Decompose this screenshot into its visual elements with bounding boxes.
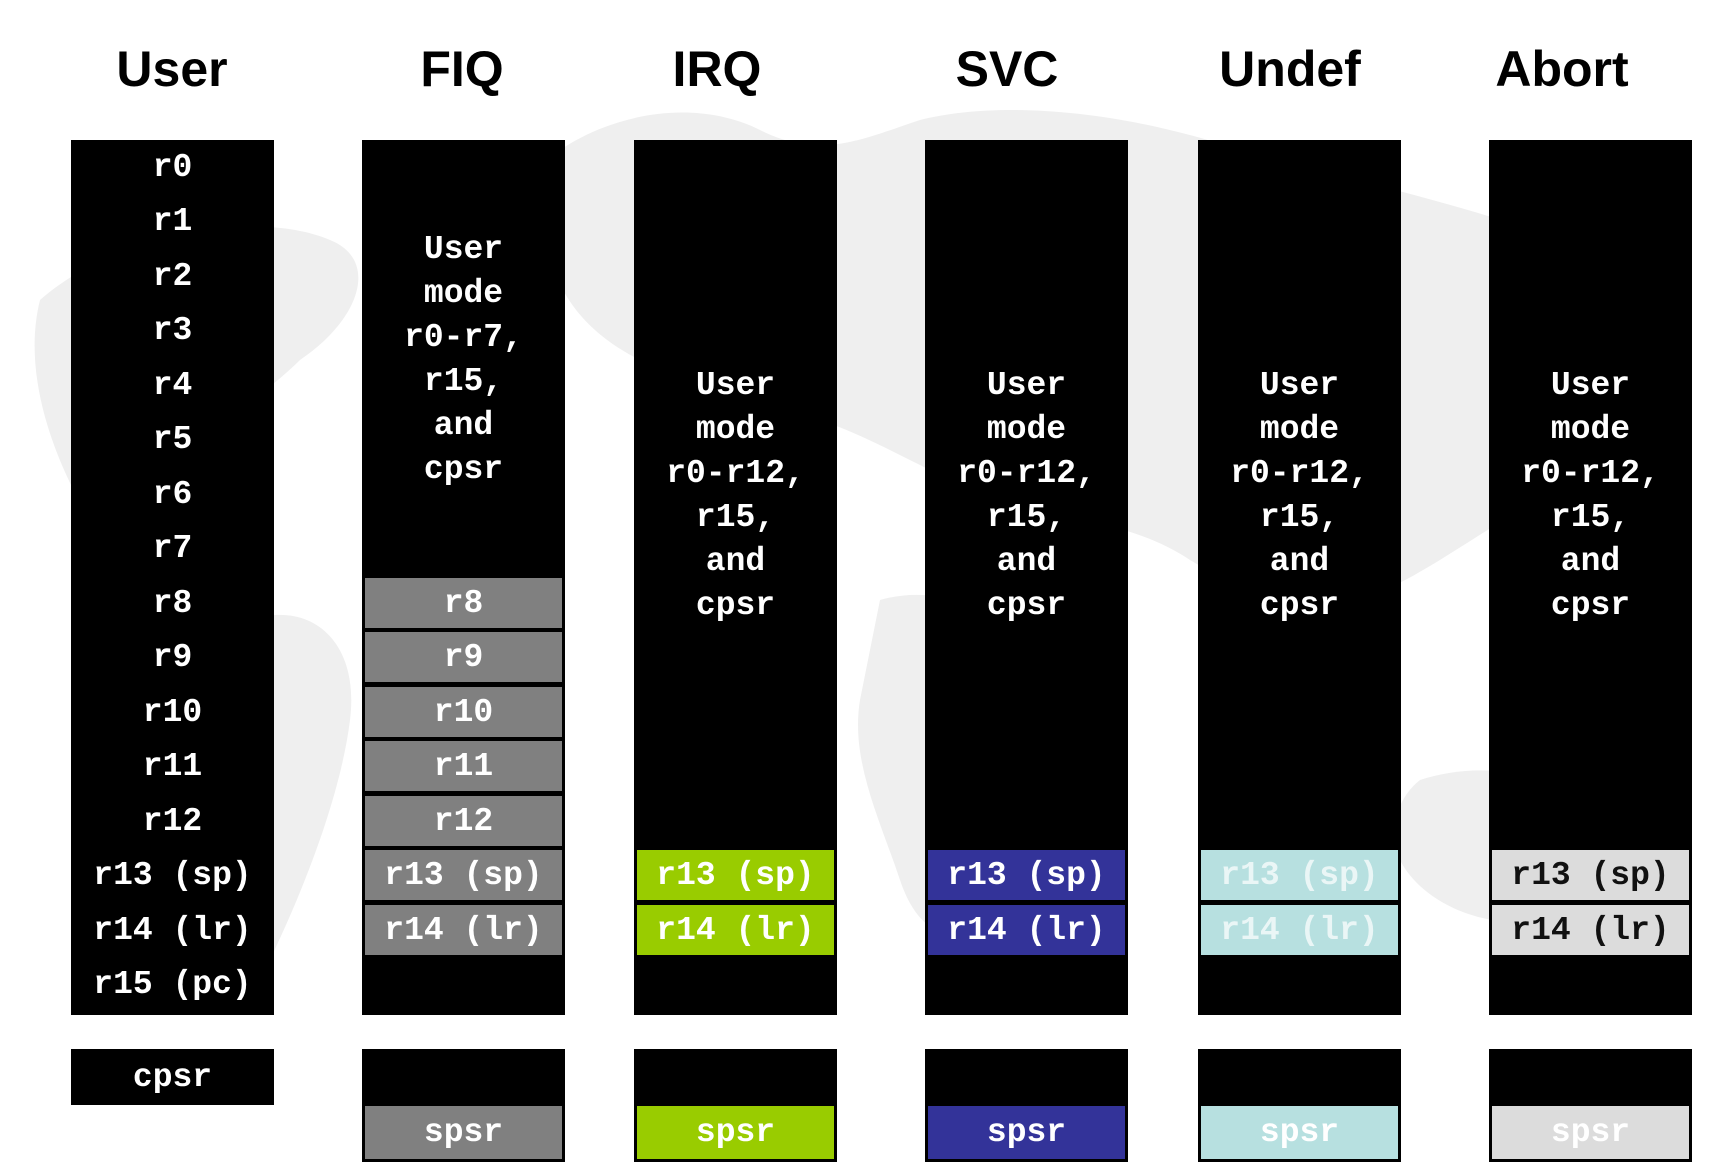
spsr-label: spsr — [637, 1106, 834, 1159]
banked-register-cell: r13 (sp) — [1492, 850, 1689, 900]
register-cell: r8 — [152, 584, 193, 622]
register-cell: r5 — [152, 420, 193, 458]
spsr-label: spsr — [928, 1106, 1125, 1159]
abort-status-register: spsr — [1489, 1049, 1692, 1162]
mode-title-user: User — [116, 41, 228, 97]
banked-register-cell: r14 (lr) — [1492, 905, 1689, 955]
svc-status-register: spsr — [925, 1049, 1128, 1162]
banked-register-cell: r10 — [365, 687, 562, 737]
irq-register-column: User mode r0-r12, r15, and cpsr r13 (sp)… — [634, 140, 837, 1015]
banked-register-cell: r13 (sp) — [365, 850, 562, 900]
spsr-label: spsr — [365, 1106, 562, 1159]
mode-title-svc: SVC — [955, 41, 1059, 97]
mode-title-irq: IRQ — [672, 41, 762, 97]
register-cell: r3 — [152, 311, 193, 349]
register-cell: r6 — [152, 475, 193, 513]
banked-register-cell: r13 (sp) — [1201, 850, 1398, 900]
abort-register-column: User mode r0-r12, r15, and cpsr r13 (sp)… — [1489, 140, 1692, 1015]
register-cell: r9 — [152, 638, 193, 676]
user-status-register: cpsr — [71, 1049, 274, 1105]
banked-register-cell: r14 (lr) — [637, 905, 834, 955]
undef-status-register: spsr — [1198, 1049, 1401, 1162]
banked-register-cell: r14 (lr) — [365, 905, 562, 955]
fiq-status-register: spsr — [362, 1049, 565, 1162]
register-cell: r2 — [152, 257, 193, 295]
spsr-label: spsr — [1201, 1106, 1398, 1159]
mode-title-fiq: FIQ — [420, 41, 504, 97]
cpsr-label: cpsr — [132, 1058, 213, 1096]
banked-register-cell: r12 — [365, 796, 562, 846]
banked-register-cell: r14 (lr) — [1201, 905, 1398, 955]
register-cell: r0 — [152, 148, 193, 186]
register-cell: r13 (sp) — [93, 856, 252, 894]
register-cell: r1 — [152, 202, 193, 240]
register-cell: r10 — [142, 693, 203, 731]
banked-register-cell: r13 (sp) — [637, 850, 834, 900]
svc-register-column: User mode r0-r12, r15, and cpsr r13 (sp)… — [925, 140, 1128, 1015]
mode-title-abort: Abort — [1495, 41, 1629, 97]
register-cell: r14 (lr) — [93, 911, 252, 949]
register-cell: r15 (pc) — [93, 965, 252, 1003]
fiq-register-column: User mode r0-r7, r15, and cpsr r8 r9 r10… — [362, 140, 565, 1015]
spsr-label: spsr — [1492, 1106, 1689, 1159]
register-cell: r12 — [142, 802, 203, 840]
fiq-shared-registers-text: User mode r0-r7, r15, and cpsr — [404, 231, 523, 488]
irq-shared-registers-text: User mode r0-r12, r15, and cpsr — [666, 367, 805, 624]
banked-register-cell: r14 (lr) — [928, 905, 1125, 955]
banked-register-cell: r9 — [365, 632, 562, 682]
banked-register-cell: r8 — [365, 578, 562, 628]
undef-shared-registers-text: User mode r0-r12, r15, and cpsr — [1230, 367, 1369, 624]
mode-title-undef: Undef — [1219, 41, 1361, 97]
register-cell: r11 — [142, 747, 203, 785]
user-register-column: r0 r1 r2 r3 r4 r5 r6 r7 r8 r9 r10 r11 r1… — [71, 140, 274, 1015]
abort-shared-registers-text: User mode r0-r12, r15, and cpsr — [1521, 367, 1660, 624]
undef-register-column: User mode r0-r12, r15, and cpsr r13 (sp)… — [1198, 140, 1401, 1015]
svc-shared-registers-text: User mode r0-r12, r15, and cpsr — [957, 367, 1096, 624]
register-cell: r4 — [152, 366, 193, 404]
irq-status-register: spsr — [634, 1049, 837, 1162]
banked-register-cell: r13 (sp) — [928, 850, 1125, 900]
banked-register-cell: r11 — [365, 741, 562, 791]
register-cell: r7 — [152, 529, 193, 567]
